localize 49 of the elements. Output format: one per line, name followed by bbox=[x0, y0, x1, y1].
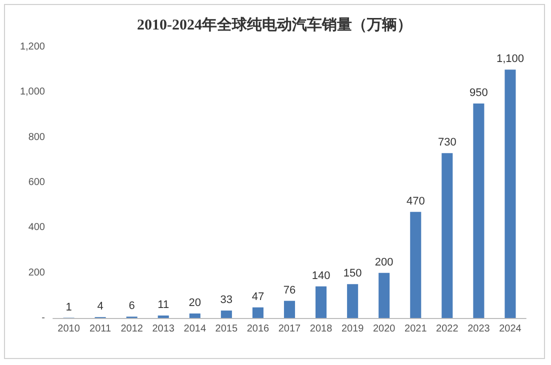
y-tick-label: 400 bbox=[28, 222, 46, 234]
x-tick-label: 2024 bbox=[499, 324, 522, 334]
y-tick-label: 600 bbox=[28, 177, 46, 188]
data-label: 950 bbox=[470, 86, 488, 99]
y-tick-label: 1,000 bbox=[20, 86, 46, 98]
data-label: 470 bbox=[406, 195, 425, 208]
data-label: 140 bbox=[312, 270, 330, 282]
x-tick-label: 2016 bbox=[246, 324, 270, 334]
x-tick-label: 2013 bbox=[152, 324, 175, 334]
data-label: 6 bbox=[128, 300, 135, 312]
bar bbox=[378, 272, 390, 318]
x-tick-label: 2021 bbox=[404, 324, 428, 334]
bar bbox=[442, 153, 453, 318]
data-label: 76 bbox=[283, 284, 296, 296]
data-label: 47 bbox=[252, 290, 264, 303]
data-label: 1 bbox=[66, 301, 72, 314]
x-tick-label: 2011 bbox=[90, 324, 112, 334]
y-tick-label: 200 bbox=[28, 267, 46, 278]
x-tick-label: 2022 bbox=[436, 324, 459, 334]
x-tick-label: 2012 bbox=[120, 324, 144, 334]
x-tick-label: 2010 bbox=[58, 324, 80, 334]
y-tick-label: - bbox=[42, 312, 45, 324]
data-label: 200 bbox=[374, 256, 394, 268]
data-label: 20 bbox=[188, 296, 202, 309]
data-label: 33 bbox=[220, 294, 233, 306]
bar bbox=[316, 286, 327, 318]
x-tick-label: 2023 bbox=[468, 324, 490, 334]
data-label: 11 bbox=[158, 299, 170, 312]
chart-title: 2010-2024年全球纯电动汽车销量（万辆） bbox=[137, 16, 412, 34]
data-label: 4 bbox=[97, 300, 104, 313]
x-tick-label: 2020 bbox=[372, 324, 396, 334]
x-tick-label: 2014 bbox=[184, 324, 206, 334]
y-tick-label: 1,200 bbox=[20, 42, 46, 52]
y-tick-label: 800 bbox=[28, 132, 46, 143]
data-label: 150 bbox=[343, 268, 362, 280]
x-tick-label: 2018 bbox=[310, 324, 333, 334]
x-tick-label: 2017 bbox=[278, 324, 302, 334]
bar bbox=[504, 70, 516, 318]
bar bbox=[473, 103, 484, 318]
bar bbox=[284, 300, 296, 318]
data-label: 730 bbox=[438, 136, 456, 149]
bar bbox=[347, 284, 358, 318]
bar bbox=[252, 307, 264, 318]
bar bbox=[220, 310, 232, 318]
bar bbox=[189, 313, 200, 318]
x-tick-label: 2015 bbox=[215, 324, 238, 334]
data-label: 1,100 bbox=[496, 53, 524, 66]
bar bbox=[410, 212, 422, 318]
x-tick-label: 2019 bbox=[341, 324, 364, 334]
